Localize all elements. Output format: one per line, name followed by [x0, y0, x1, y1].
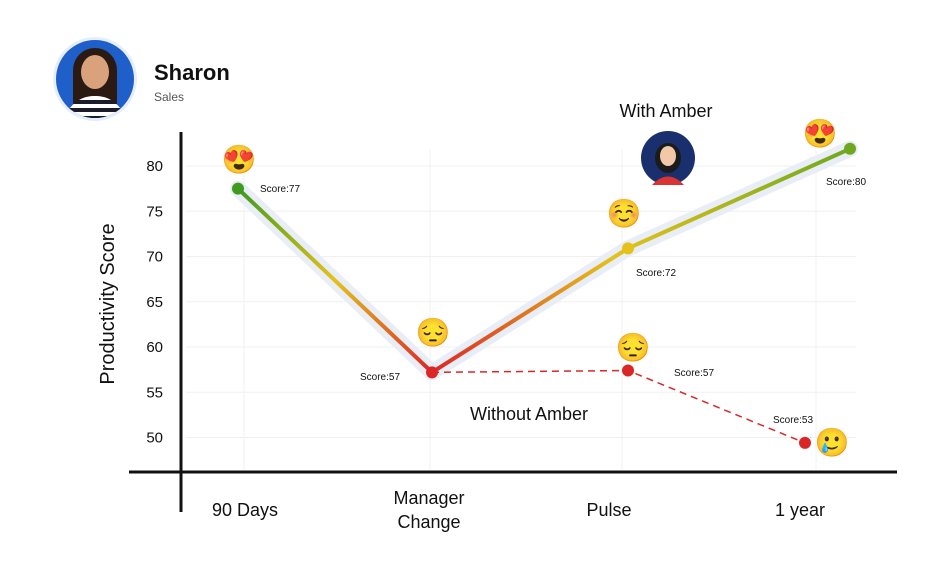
x-tick-label: Change [397, 512, 460, 532]
data-point-with-amber [844, 142, 856, 155]
profile-name: Sharon [154, 60, 230, 85]
annotation-with-amber: With Amber [619, 101, 712, 121]
emoji-marker: 😍 [222, 144, 257, 175]
y-axis-label: Productivity Score [97, 223, 119, 384]
y-tick-label: 75 [146, 203, 163, 220]
x-tick-label: Pulse [586, 500, 631, 520]
data-point-without-amber [622, 364, 634, 377]
x-tick-labels: 90 Days Manager Change Pulse 1 year [212, 488, 825, 532]
data-label: Score:57 [360, 372, 400, 383]
y-tick-label: 70 [146, 249, 163, 266]
y-tick-label: 50 [146, 430, 163, 447]
amber-avatar-face [660, 146, 676, 166]
series-group: Score:77 Score:57 Score:72 Score:80 Score:57… [222, 118, 867, 458]
grid-lines [186, 150, 856, 470]
emoji-marker: 🥲 [815, 427, 850, 458]
data-point-without-amber [799, 436, 811, 449]
data-label: Score:77 [260, 184, 300, 195]
y-tick-labels: 50 55 60 65 70 75 80 [146, 158, 163, 447]
series-halo-with-amber [230, 140, 858, 381]
y-tick-label: 60 [146, 339, 163, 356]
y-tick-label: 80 [146, 158, 163, 175]
annotation-without-amber: Without Amber [470, 404, 588, 424]
annotations: With Amber Without Amber [470, 101, 713, 424]
emoji-marker: 😔 [416, 317, 451, 348]
data-label: Score:80 [826, 177, 866, 188]
x-tick-label: Manager [393, 488, 464, 508]
data-point-with-amber [622, 242, 634, 255]
data-label: Score:72 [636, 268, 676, 279]
profile-card: Sharon Sales [56, 40, 230, 118]
emoji-marker: ☺️ [607, 198, 642, 229]
emoji-marker: 😍 [803, 118, 838, 149]
x-tick-label: 90 Days [212, 500, 278, 520]
series-line-with-amber-seg1 [236, 186, 434, 375]
data-point-with-amber [232, 182, 244, 195]
y-tick-label: 65 [146, 294, 163, 311]
data-label: Score:57 [674, 368, 714, 379]
data-label: Score:53 [773, 415, 813, 426]
x-tick-label: 1 year [775, 500, 825, 520]
emoji-marker: 😔 [616, 332, 651, 363]
profile-role: Sales [154, 90, 185, 104]
y-tick-label: 55 [146, 384, 163, 401]
amber-avatar-shirt [652, 176, 684, 185]
avatar [56, 40, 134, 118]
